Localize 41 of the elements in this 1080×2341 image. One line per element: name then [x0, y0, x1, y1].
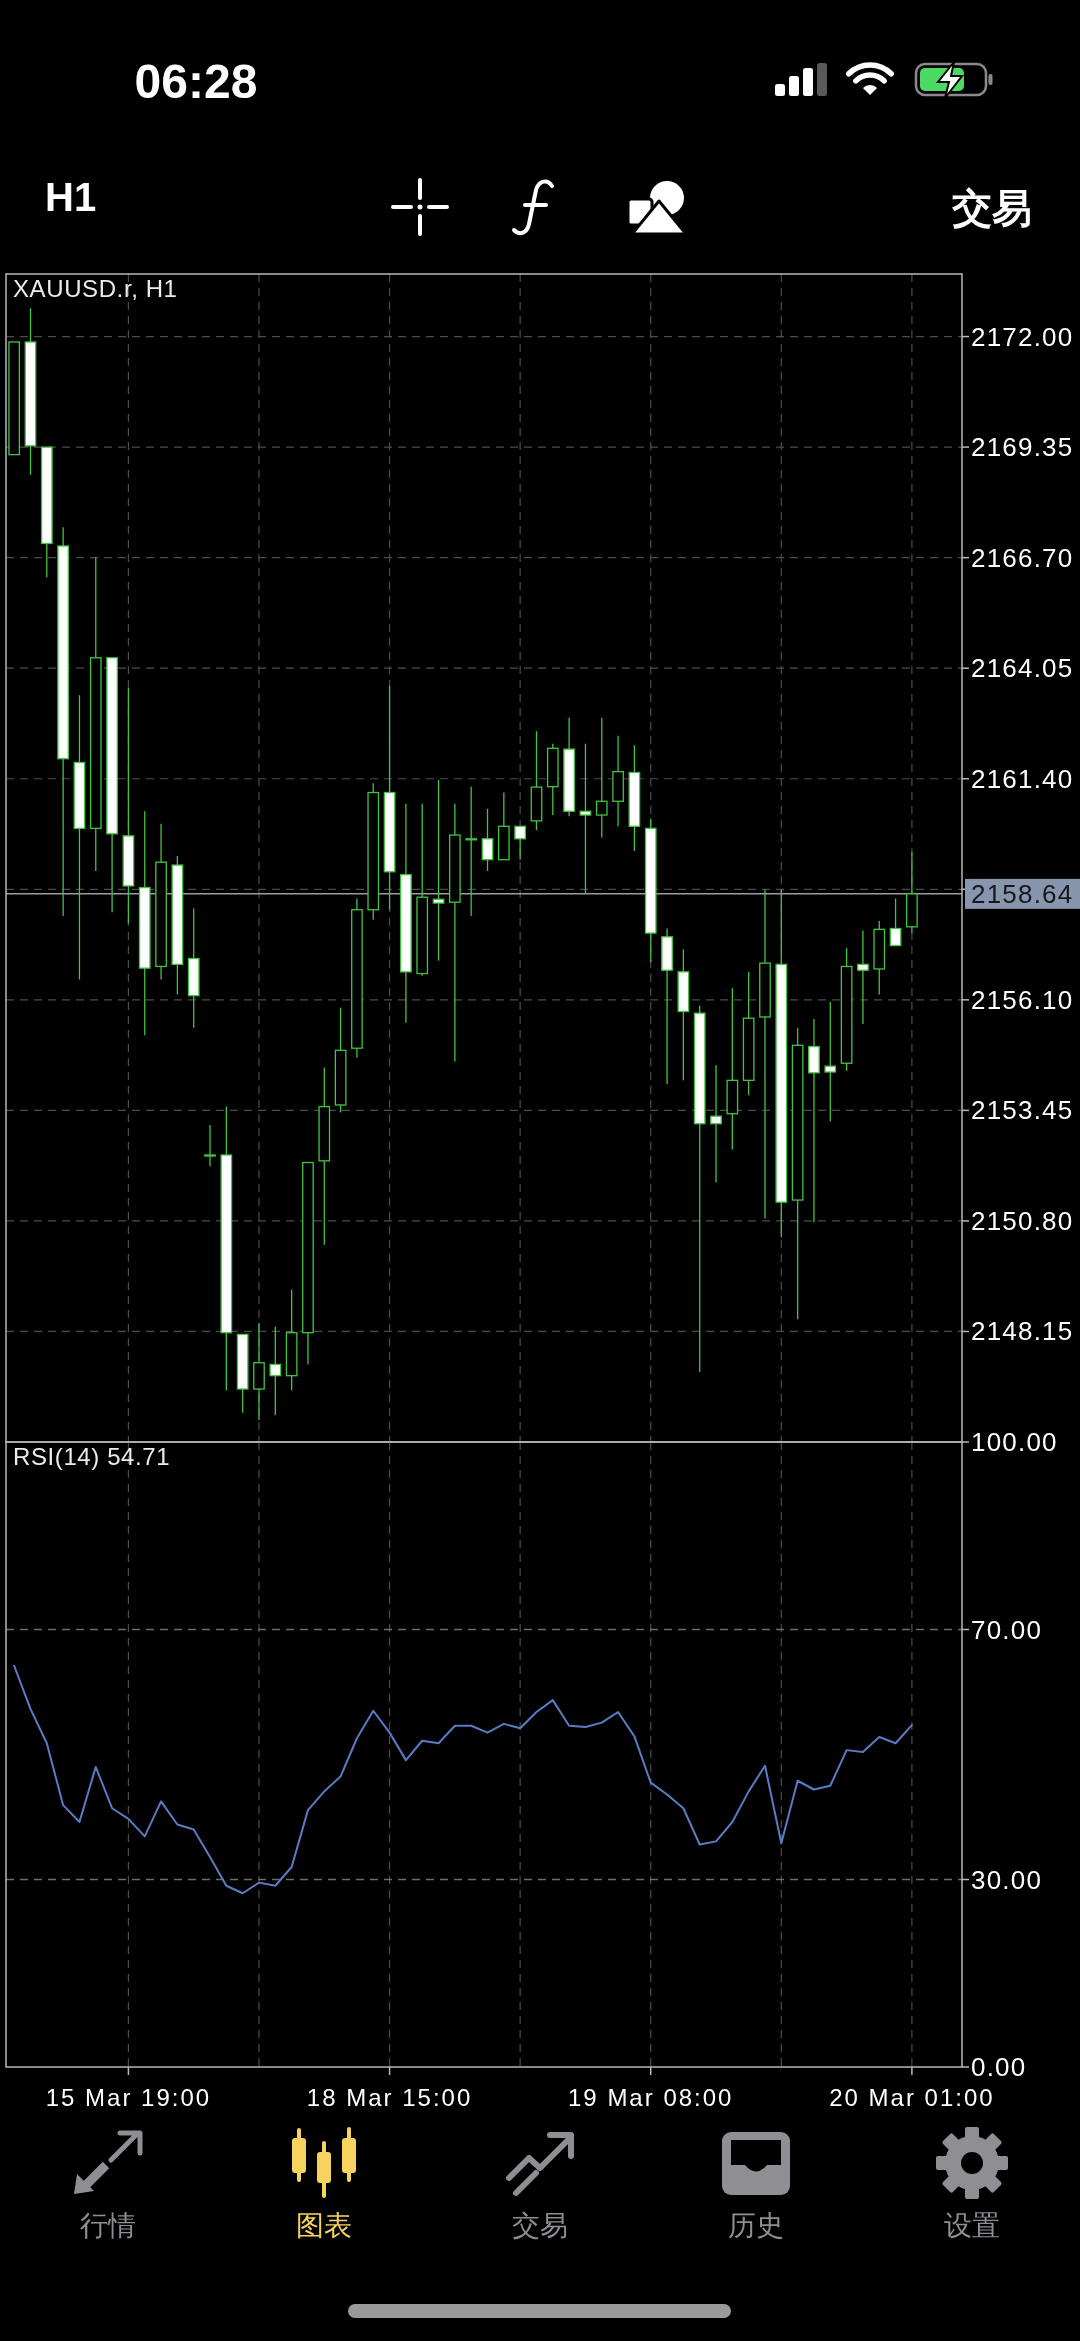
x-tick-label: 20 Mar 01:00: [829, 2083, 995, 2111]
candlestick: [824, 1001, 837, 1122]
text: 历史: [728, 2209, 784, 2241]
candlestick: [514, 825, 527, 861]
text: 06:28: [134, 54, 258, 108]
chart-title: XAUUSD.r, H1: [13, 275, 178, 302]
y-tick-label: 2150.80: [971, 1205, 1074, 1236]
candlestick: [204, 1124, 216, 1167]
y-tick-label: 30.00: [971, 1864, 1043, 1895]
x-tick-label: 19 Mar 08:00: [568, 2083, 734, 2111]
x-tick-label: 18 Mar 15:00: [306, 2083, 473, 2111]
y-tick-label: 100.00: [971, 1427, 1058, 1457]
text: H1: [45, 175, 97, 219]
x-tick-label: 15 Mar 19:00: [45, 2083, 212, 2111]
chart-title: RSI(14) 54.71: [13, 1443, 171, 1470]
y-tick-label: 2148.15: [971, 1316, 1074, 1347]
candlestick: [432, 779, 445, 962]
candlestick: [857, 929, 869, 1025]
ref-line-label: 2158.64: [971, 878, 1074, 909]
y-tick-label: 2161.40: [971, 763, 1074, 794]
text: 图表: [296, 2209, 352, 2241]
y-tick-label: 0.00: [971, 2052, 1027, 2082]
y-tick-label: 2156.10: [971, 984, 1074, 1015]
candlestick: [889, 897, 902, 947]
text: 设置: [944, 2209, 1000, 2241]
candlestick: [710, 1064, 722, 1184]
text: 交易: [951, 186, 1032, 230]
y-tick-label: 2166.70: [971, 542, 1074, 573]
y-tick-label: 2164.05: [971, 653, 1074, 684]
y-tick-label: 2169.35: [971, 432, 1074, 463]
candlestick: [579, 743, 592, 895]
text: 行情: [80, 2209, 136, 2241]
candlestick: [595, 717, 608, 839]
candlestick: [269, 1326, 282, 1416]
y-tick-label: 70.00: [971, 1614, 1043, 1645]
y-tick-label: 2172.00: [971, 321, 1074, 352]
line-series: [13, 1664, 913, 1895]
candlestick: [481, 808, 494, 872]
candlestick: [465, 786, 478, 917]
text: 交易: [512, 2209, 568, 2241]
y-tick-label: 2153.45: [971, 1095, 1074, 1126]
